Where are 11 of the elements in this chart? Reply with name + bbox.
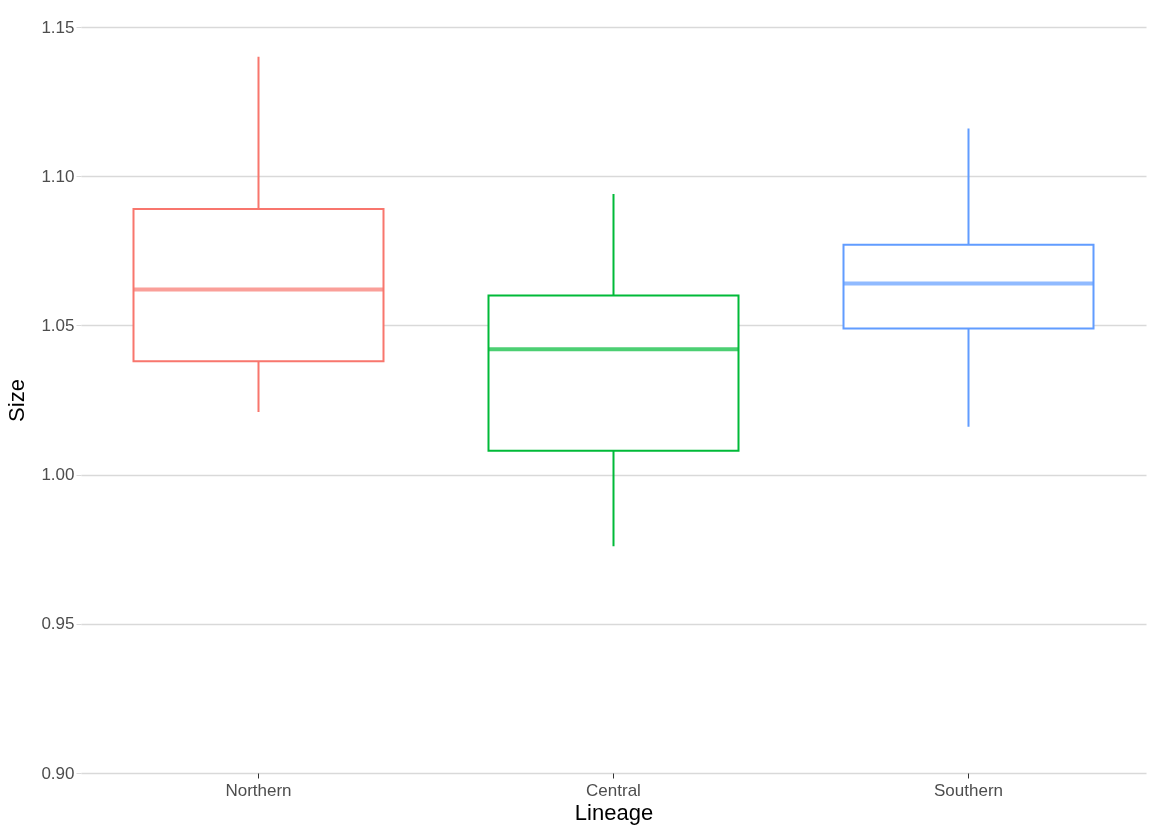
y-tick-label: 0.90 — [41, 763, 75, 783]
x-tick-label: Central — [586, 780, 641, 800]
y-tick-label: 1.10 — [41, 166, 75, 186]
y-axis-title: Size — [4, 379, 30, 422]
y-tick-label: 1.05 — [41, 315, 75, 335]
y-tick-label: 1.00 — [41, 465, 75, 485]
x-axis-title: Lineage — [574, 799, 654, 825]
x-tick-label: Northern — [225, 780, 292, 800]
x-tick-label: Southern — [934, 780, 1003, 800]
y-tick-label: 1.15 — [41, 17, 75, 37]
y-tick-label: 0.95 — [41, 614, 75, 634]
